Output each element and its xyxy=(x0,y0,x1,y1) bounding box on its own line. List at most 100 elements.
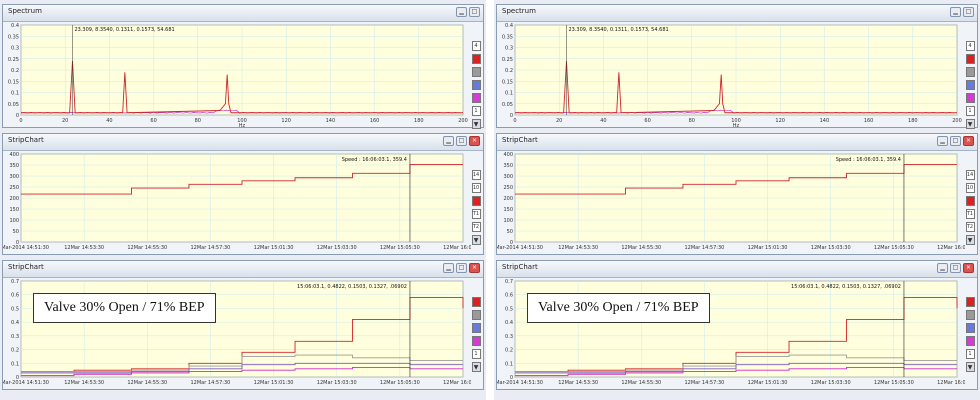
series-line xyxy=(515,366,957,377)
x-tick-label: 12Mar 16:07:30 xyxy=(443,245,471,251)
series-line xyxy=(21,354,463,372)
legend-item-red[interactable] xyxy=(471,297,481,307)
legend-item-14[interactable]: 14 xyxy=(965,170,975,180)
stripchart-speed-window: StripChart ▁ □ × 400 350 300 250 200 150 100 50… xyxy=(496,133,978,255)
stripchart-speed-titlebar[interactable]: StripChart ▁ □ × xyxy=(3,134,483,151)
stripchart-speed-plot: 400 350 300 250 200 150 100 50 012-Mar-2014 14:5… xyxy=(3,150,483,254)
chevron-down-icon[interactable]: ▼ xyxy=(965,119,975,129)
legend-item-magenta[interactable] xyxy=(471,93,481,103)
legend-item-blue[interactable] xyxy=(965,80,975,90)
y-tick-label: 0.15 xyxy=(8,79,19,85)
legend-item-red[interactable] xyxy=(965,297,975,307)
y-tick-label: 0.5 xyxy=(11,306,19,312)
legend-item-blue[interactable] xyxy=(471,323,481,333)
x-tick-label: 12Mar 14:55:30 xyxy=(621,245,661,251)
y-tick-label: 0.25 xyxy=(502,57,513,63)
x-tick-label: 20 xyxy=(556,118,562,124)
minimize-button[interactable]: ▁ xyxy=(950,7,961,17)
close-button[interactable]: × xyxy=(963,136,974,146)
cursor-readout: 23.309, 8.3540, 0.1311, 0.1573, 54.681 xyxy=(568,27,668,33)
y-tick-label: 0.15 xyxy=(502,79,513,85)
legend-item-10[interactable]: 10 xyxy=(965,183,975,193)
legend-item-t1[interactable]: T1 xyxy=(471,209,481,219)
y-tick-label: 0.1 xyxy=(505,91,513,97)
x-tick-label: 100 xyxy=(237,118,247,124)
stripchart-vibration-titlebar[interactable]: StripChart ▁ □ × xyxy=(3,261,483,278)
minimize-button[interactable]: ▁ xyxy=(443,136,454,146)
legend-item-t1[interactable]: T1 xyxy=(965,209,975,219)
x-tick-label: 180 xyxy=(908,118,918,124)
x-tick-label: 60 xyxy=(644,118,650,124)
y-tick-label: 0.1 xyxy=(11,361,19,367)
legend-item-gray[interactable] xyxy=(965,310,975,320)
legend-item-gray[interactable] xyxy=(471,67,481,77)
y-tick-label: 0.1 xyxy=(505,361,513,367)
legend-item-red[interactable] xyxy=(965,54,975,64)
x-tick-label: 120 xyxy=(281,118,291,124)
legend-item-magenta[interactable] xyxy=(965,336,975,346)
y-tick-label: 300 xyxy=(503,174,513,180)
cursor-readout: Speed : 16:06:03.1, 359.4 xyxy=(342,157,407,163)
y-tick-label: 0.25 xyxy=(8,57,19,63)
y-tick-label: 0.35 xyxy=(8,34,19,40)
minimize-button[interactable]: ▁ xyxy=(937,136,948,146)
close-button[interactable]: × xyxy=(963,263,974,273)
minimize-button[interactable]: ▁ xyxy=(937,263,948,273)
minimize-button[interactable]: ▁ xyxy=(456,7,467,17)
maximize-button[interactable]: □ xyxy=(456,263,467,273)
chevron-down-icon[interactable]: ▼ xyxy=(965,362,975,372)
close-button[interactable]: × xyxy=(469,136,480,146)
x-tick-label: 12Mar 15:05:30 xyxy=(380,380,420,386)
legend-item-red[interactable] xyxy=(471,54,481,64)
x-tick-label: 180 xyxy=(414,118,424,124)
legend-item-1[interactable]: 1 xyxy=(471,106,481,116)
legend-item-1[interactable]: 1 xyxy=(471,349,481,359)
x-tick-label: 200 xyxy=(458,118,468,124)
y-tick-label: 0.2 xyxy=(11,68,19,74)
stripchart-vibration-titlebar[interactable]: StripChart ▁ □ × xyxy=(497,261,977,278)
legend-item-blue[interactable] xyxy=(965,323,975,333)
maximize-button[interactable]: □ xyxy=(456,136,467,146)
legend-item-blue[interactable] xyxy=(471,80,481,90)
legend-item-red[interactable] xyxy=(471,196,481,206)
legend-item-4[interactable]: 4 xyxy=(965,41,975,51)
legend-item-red[interactable] xyxy=(965,196,975,206)
maximize-button[interactable]: □ xyxy=(469,7,480,17)
x-tick-label: 160 xyxy=(864,118,874,124)
maximize-button[interactable]: □ xyxy=(950,136,961,146)
series-line xyxy=(21,366,463,377)
x-tick-label: 12Mar 14:53:30 xyxy=(64,245,104,251)
spectrum-titlebar[interactable]: Spectrum ▁ □ xyxy=(3,5,483,22)
y-tick-label: 300 xyxy=(9,174,19,180)
legend-item-1[interactable]: 1 xyxy=(965,106,975,116)
chevron-down-icon[interactable]: ▼ xyxy=(471,235,481,245)
y-tick-label: 0.4 xyxy=(11,23,19,29)
legend-item-t2[interactable]: T2 xyxy=(471,222,481,232)
legend-item-t2[interactable]: T2 xyxy=(965,222,975,232)
y-tick-label: 0 xyxy=(16,113,19,119)
spectrum-titlebar[interactable]: Spectrum ▁ □ xyxy=(497,5,977,22)
series-line xyxy=(515,354,957,372)
legend-item-gray[interactable] xyxy=(965,67,975,77)
minimize-button[interactable]: ▁ xyxy=(443,263,454,273)
y-tick-label: 0.6 xyxy=(11,293,19,299)
x-tick-label: 12Mar 14:57:30 xyxy=(685,245,725,251)
legend-item-magenta[interactable] xyxy=(965,93,975,103)
chevron-down-icon[interactable]: ▼ xyxy=(965,235,975,245)
y-tick-label: 0.4 xyxy=(505,320,513,326)
legend-item-magenta[interactable] xyxy=(471,336,481,346)
legend-item-1[interactable]: 1 xyxy=(965,349,975,359)
x-tick-label: 12Mar 15:03:30 xyxy=(317,380,357,386)
y-tick-label: 0 xyxy=(16,240,19,246)
maximize-button[interactable]: □ xyxy=(950,263,961,273)
chevron-down-icon[interactable]: ▼ xyxy=(471,362,481,372)
legend-item-gray[interactable] xyxy=(471,310,481,320)
stripchart-speed-titlebar[interactable]: StripChart ▁ □ × xyxy=(497,134,977,151)
chevron-down-icon[interactable]: ▼ xyxy=(471,119,481,129)
maximize-button[interactable]: □ xyxy=(963,7,974,17)
legend-item-4[interactable]: 4 xyxy=(471,41,481,51)
legend-item-10[interactable]: 10 xyxy=(471,183,481,193)
close-button[interactable]: × xyxy=(469,263,480,273)
x-tick-label: 12Mar 14:53:30 xyxy=(558,380,598,386)
legend-item-14[interactable]: 14 xyxy=(471,170,481,180)
